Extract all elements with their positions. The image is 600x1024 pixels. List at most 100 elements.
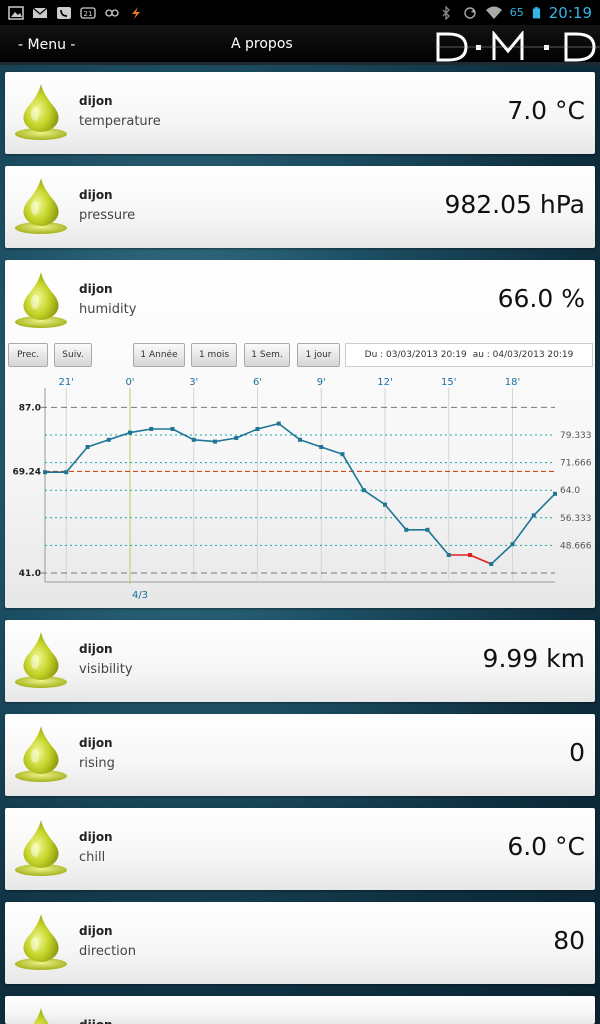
series-segment — [363, 489, 386, 506]
water-drop-icon — [15, 84, 67, 140]
battery-level: 65 — [509, 6, 524, 19]
x-tick-label: 3' — [189, 377, 198, 388]
date-range-field[interactable]: Du : 03/03/2013 20:19 au : 04/03/2013 20… — [345, 343, 593, 367]
data-point — [43, 470, 47, 475]
card-place: dijon — [79, 94, 113, 108]
card-value: 66.0 % — [497, 284, 585, 313]
data-point — [170, 427, 175, 431]
series-segment — [511, 514, 535, 545]
menu-button[interactable]: - Menu - — [18, 37, 76, 53]
card-place: dijon — [79, 642, 113, 656]
sensor-card-humidity[interactable]: dijon humidity 66.0 % Prec. Suiv. 1 Anné… — [5, 260, 595, 608]
water-drop-icon — [15, 272, 67, 328]
y-left-label: 87.0 — [19, 403, 41, 413]
series-segment — [278, 422, 301, 441]
y-right-label: 71.666 — [560, 459, 592, 469]
card-metric: pressure — [79, 208, 136, 223]
card-metric: rising — [79, 756, 115, 771]
data-point — [531, 513, 536, 518]
series-segment — [320, 446, 343, 455]
prev-button[interactable]: Prec. — [8, 343, 48, 367]
flash-icon — [132, 6, 140, 19]
water-drop-icon — [15, 820, 67, 876]
data-point — [340, 452, 345, 457]
y-right-label: 48.666 — [560, 541, 592, 551]
data-point — [85, 445, 90, 449]
sensor-card-pressure[interactable]: dijon pressure 982.05 hPa — [5, 166, 595, 248]
picture-icon — [8, 5, 24, 20]
card-metric: chill — [79, 850, 106, 865]
data-point — [191, 437, 196, 442]
card-value: 80 — [553, 926, 585, 955]
humidity-chart: 21' 0' 3' 6' 9' 12' 15' 18' 4/3 79.333 71.666 64.0 5… — [13, 377, 592, 601]
card-place: dijon — [79, 188, 113, 202]
sensor-card-visibility[interactable]: dijon visibility 9.99 km — [5, 620, 595, 702]
range-day-button[interactable]: 1 jour — [297, 343, 340, 367]
series-segment — [341, 453, 365, 491]
date-label: 4/3 — [132, 590, 148, 601]
sensor-card-partial[interactable]: dijon — [5, 996, 595, 1024]
series-segment — [533, 493, 556, 516]
series-segment — [384, 504, 407, 531]
sensor-card-temperature[interactable]: dijon temperature 7.0 °C — [5, 72, 595, 154]
action-bar: - Menu - A propos — [0, 25, 600, 65]
sensor-card-chill[interactable]: dijon chill 6.0 °C — [5, 808, 595, 890]
x-tick-label: 9' — [317, 377, 326, 388]
series-segment — [257, 422, 279, 430]
data-point — [276, 421, 281, 426]
y-left-label: 69.24 — [13, 467, 41, 477]
data-point — [468, 553, 472, 557]
notification-icon: 21 — [80, 6, 96, 19]
card-value: 982.05 hPa — [444, 190, 585, 219]
data-point — [319, 445, 324, 449]
range-week-button[interactable]: 1 Sem. — [244, 343, 290, 367]
card-value: 7.0 °C — [507, 96, 585, 125]
data-point — [128, 430, 132, 435]
data-point — [489, 562, 494, 566]
data-point — [298, 437, 302, 442]
data-point — [149, 427, 154, 431]
status-bar-left: 21 — [8, 5, 144, 20]
svg-text:21: 21 — [84, 10, 93, 18]
card-metric: direction — [79, 944, 136, 959]
sensor-card-rising[interactable]: dijon rising 0 — [5, 714, 595, 796]
series-segment — [87, 439, 110, 448]
water-drop-icon — [15, 1008, 67, 1024]
card-metric: visibility — [79, 662, 133, 677]
card-place: dijon — [79, 282, 113, 296]
wifi-icon — [485, 6, 502, 19]
mail-icon — [32, 7, 48, 18]
card-metric: temperature — [79, 114, 161, 129]
clock: 20:19 — [548, 3, 592, 22]
bluetooth-icon — [442, 5, 450, 20]
card-value: 6.0 °C — [507, 832, 585, 861]
range-year-button[interactable]: 1 Année — [133, 343, 185, 367]
data-point — [106, 437, 111, 442]
x-tick-label: 18' — [505, 377, 520, 388]
series-segment — [108, 431, 131, 441]
data-point — [213, 439, 217, 444]
data-point — [383, 502, 387, 507]
status-bar-right: 65 20:19 — [438, 4, 592, 22]
date-range-from: Du : 03/03/2013 20:19 — [364, 350, 467, 360]
series-segment — [426, 529, 450, 556]
next-button[interactable]: Suiv. — [54, 343, 92, 367]
status-bar: 21 65 20:19 — [0, 0, 600, 25]
series-segment — [490, 543, 514, 565]
data-point — [64, 470, 69, 475]
card-place: dijon — [79, 830, 113, 844]
gamepad-icon — [105, 8, 119, 17]
y-right-label: 56.333 — [560, 514, 592, 524]
x-tick-label: 15' — [441, 377, 456, 388]
series-segment — [129, 428, 152, 434]
battery-icon — [532, 6, 540, 18]
y-right-label: 79.333 — [560, 431, 592, 441]
card-value: 9.99 km — [482, 644, 585, 673]
about-button[interactable]: A propos — [231, 36, 293, 52]
series-segment — [214, 437, 237, 443]
card-place: dijon — [79, 736, 113, 750]
range-month-button[interactable]: 1 mois — [191, 343, 237, 367]
x-tick-label: 0' — [125, 377, 134, 388]
date-range-to: au : 04/03/2013 20:19 — [472, 350, 574, 360]
sensor-card-direction[interactable]: dijon direction 80 — [5, 902, 595, 984]
